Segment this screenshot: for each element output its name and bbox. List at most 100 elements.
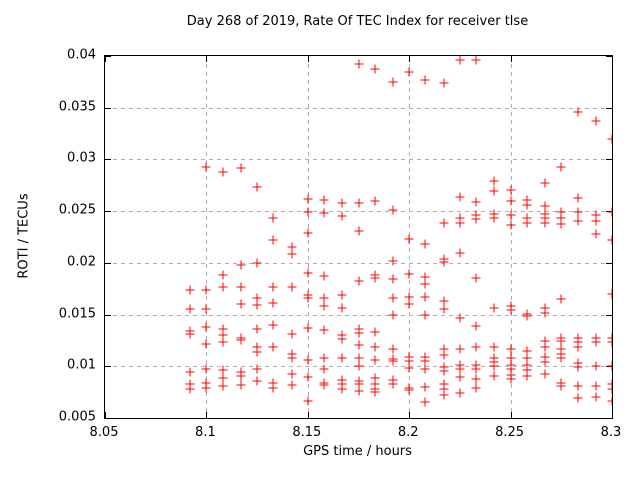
y-tick-mark (105, 262, 111, 264)
x-tick-label: 8.2 (397, 425, 419, 440)
data-point-marker (252, 300, 262, 310)
data-point-marker (268, 342, 278, 352)
y-gridline (105, 107, 612, 109)
data-point-marker (420, 279, 430, 289)
data-point-marker (252, 258, 262, 268)
data-point-marker (556, 213, 566, 223)
y-gridline (105, 211, 612, 213)
y-tick-mark (606, 107, 612, 109)
data-point-marker (439, 78, 449, 88)
data-point-marker (319, 325, 329, 335)
data-point-marker (287, 329, 297, 339)
data-point-marker (287, 242, 297, 252)
y-tick-label: 0.01 (67, 357, 96, 373)
data-point-marker (489, 186, 499, 196)
data-point-marker (591, 210, 601, 220)
data-point-marker (287, 380, 297, 390)
data-point-marker (439, 257, 449, 267)
data-point-marker (506, 374, 516, 384)
data-point-marker (455, 218, 465, 228)
data-point-marker (607, 379, 612, 389)
y-tick-mark (105, 56, 111, 57)
data-point-marker (455, 248, 465, 257)
data-point-marker (268, 213, 278, 223)
data-point-marker (319, 301, 329, 311)
data-point-marker (471, 364, 481, 374)
data-point-marker (471, 321, 481, 331)
plot-area (104, 55, 613, 419)
x-tick-mark (105, 56, 106, 62)
y-tick-mark (105, 159, 111, 161)
data-point-marker (268, 298, 278, 308)
y-gridline (105, 262, 612, 264)
data-point-marker (540, 178, 550, 188)
y-tick-mark (606, 56, 612, 57)
x-tick-mark (510, 412, 512, 418)
data-point-marker (455, 56, 465, 65)
data-point-marker (388, 344, 398, 354)
data-point-marker (354, 353, 363, 363)
data-point-marker (540, 357, 550, 367)
y-tick-label: 0.005 (58, 409, 96, 425)
x-gridline (206, 56, 208, 418)
data-point-marker (556, 381, 566, 391)
data-point-marker (420, 364, 430, 374)
data-point-marker (556, 336, 566, 346)
data-point-marker (522, 371, 532, 381)
x-gridline (307, 56, 309, 418)
data-point-marker (236, 335, 246, 345)
data-point-marker (471, 214, 481, 224)
data-point-marker (439, 218, 449, 228)
data-point-marker (185, 304, 195, 314)
data-point-marker (354, 386, 363, 396)
data-point-marker (370, 327, 380, 337)
data-point-marker (404, 299, 414, 309)
data-point-marker (337, 379, 347, 389)
data-point-marker (252, 182, 262, 192)
data-point-marker (201, 304, 211, 314)
data-point-marker (370, 387, 380, 397)
x-tick-mark (409, 56, 411, 62)
data-point-marker (268, 383, 278, 393)
data-point-marker (420, 292, 430, 302)
data-point-marker (303, 355, 313, 365)
data-point-marker (185, 285, 195, 295)
data-point-marker (404, 292, 414, 302)
y-tick-label: 0.015 (58, 306, 96, 322)
data-point-marker (573, 393, 583, 403)
data-point-marker (439, 344, 449, 354)
data-point-marker (573, 193, 583, 203)
data-point-marker (218, 381, 228, 391)
x-tick-mark (307, 56, 309, 62)
data-point-marker (337, 384, 347, 394)
tick-marks-layer (105, 56, 612, 418)
data-point-marker (506, 353, 516, 363)
data-point-marker (268, 378, 278, 388)
y-tick-label: 0.03 (67, 150, 96, 166)
data-point-marker (236, 163, 246, 173)
x-axis-label: GPS time / hours (303, 444, 412, 459)
data-point-marker (252, 364, 262, 374)
data-point-marker (439, 350, 449, 360)
data-point-marker (522, 311, 532, 321)
data-point-marker (455, 192, 465, 202)
data-point-marker (506, 210, 516, 220)
data-point-marker (556, 353, 566, 363)
x-tick-label: 8.1 (195, 425, 216, 440)
y-tick-label: 0.035 (58, 99, 96, 115)
x-tick-label: 8.05 (89, 425, 119, 440)
data-point-marker (540, 308, 550, 317)
data-point-marker (471, 383, 481, 393)
data-point-marker (591, 229, 601, 239)
data-point-marker (354, 361, 363, 371)
data-point-marker (439, 379, 449, 389)
x-tick-mark (105, 412, 106, 418)
data-point-marker (354, 328, 363, 338)
y-axis-label: ROTI / TECUs (16, 193, 32, 279)
data-point-marker (252, 342, 262, 352)
data-point-marker (471, 374, 481, 384)
data-point-marker (471, 197, 481, 207)
data-point-marker (319, 195, 329, 205)
data-point-marker (218, 365, 228, 375)
data-point-marker (522, 353, 532, 363)
